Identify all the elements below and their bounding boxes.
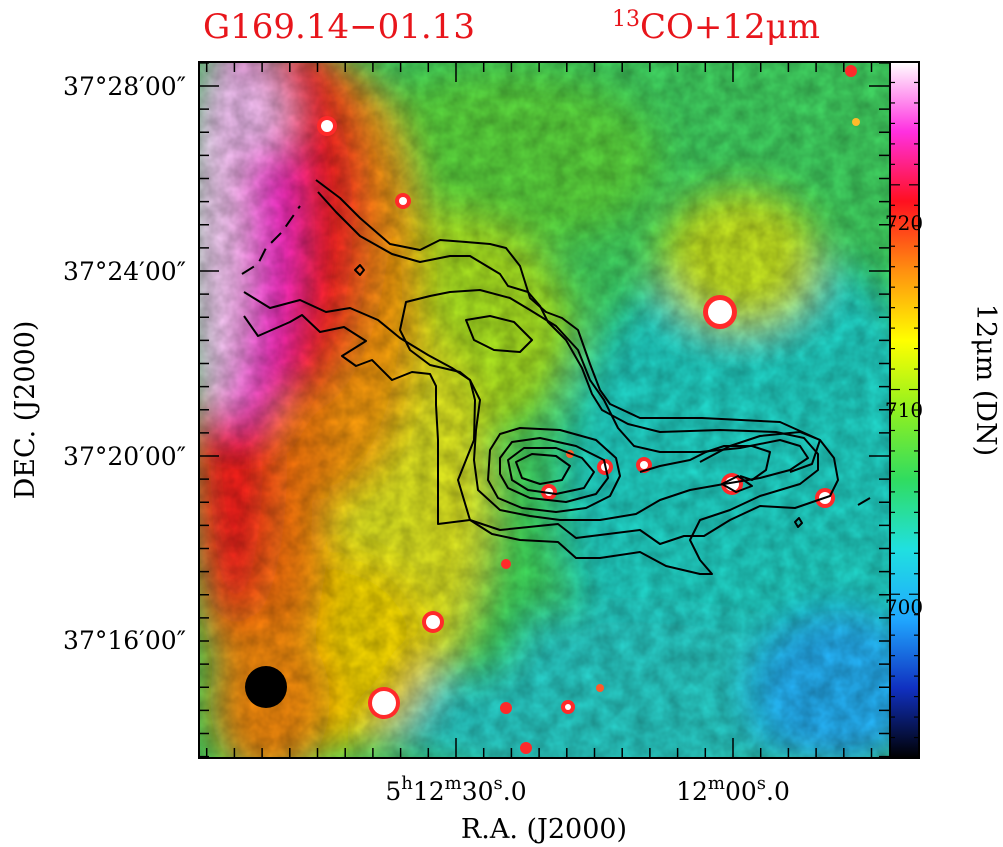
x-tick-label-part: 30: [462, 777, 494, 806]
x-tick-label-part: s: [757, 773, 766, 794]
x-tick-label: 12m00s.0: [676, 773, 790, 806]
colorbar-tick-label: 710: [885, 398, 923, 422]
y-tick-label: 37°16′00″: [63, 626, 186, 655]
contour-fragment-1: [354, 264, 365, 276]
contour-level-5: [499, 437, 609, 503]
figure-title-right: 13CO+12μm: [612, 7, 820, 47]
y-tick-label: 37°28′00″: [63, 72, 186, 101]
x-tick-label: 5h12m30s.0: [385, 773, 526, 806]
x-tick-label-part: .0: [503, 777, 527, 806]
colorbar: 720 710 700: [885, 61, 923, 759]
colorbar-ticks: [890, 61, 919, 759]
contour-peak-north: [465, 315, 533, 353]
image-map: [199, 62, 890, 758]
x-tick-label-part: s: [494, 773, 503, 794]
contour-east-ridge: [639, 445, 771, 481]
colorbar-tick-label: 700: [885, 595, 923, 619]
colorbar-label: 12μm (DN): [970, 304, 1001, 456]
y-axis-tick-labels: 37°28′00″ 37°24′00″ 37°20′00″ 37°16′00″: [63, 72, 186, 655]
contour-fragment-2: [794, 517, 803, 528]
co-contours: [241, 179, 871, 575]
title-isotope-superscript: 13: [612, 7, 640, 32]
figure-title-left: G169.14−01.13: [203, 7, 475, 47]
x-tick-label-part: 5: [385, 777, 401, 806]
contour-level-1: [243, 179, 839, 545]
x-axis-tick-labels: 5h12m30s.0 12m00s.0: [385, 773, 790, 806]
contour-dashed-edge: [241, 205, 301, 275]
contour-level-7: [515, 453, 571, 485]
contour-level-4: [487, 427, 621, 513]
beam-size-marker: [245, 666, 287, 708]
y-tick-label: 37°24′00″: [63, 257, 186, 286]
colorbar-tick-label: 720: [885, 211, 923, 235]
axis-tick-marks: [199, 62, 889, 758]
contour-fragment-3: [857, 497, 871, 506]
title-species: CO+12μm: [640, 7, 820, 47]
x-tick-label-part: 12: [676, 777, 708, 806]
contour-east-outer: [699, 431, 821, 473]
x-tick-label-part: m: [445, 773, 462, 794]
x-tick-label-part: h: [401, 773, 413, 794]
contour-peak-east: [721, 475, 753, 493]
y-axis-label: DEC. (J2000): [10, 321, 41, 500]
x-tick-label-part: 12: [413, 777, 445, 806]
contour-level-3: [399, 289, 809, 521]
contour-level-6: [507, 447, 595, 495]
x-tick-label-part: m: [708, 773, 725, 794]
x-tick-label-part: 00: [725, 777, 757, 806]
x-axis-label: R.A. (J2000): [461, 814, 627, 845]
x-tick-label-part: .0: [766, 777, 790, 806]
y-tick-label: 37°20′00″: [63, 442, 186, 471]
